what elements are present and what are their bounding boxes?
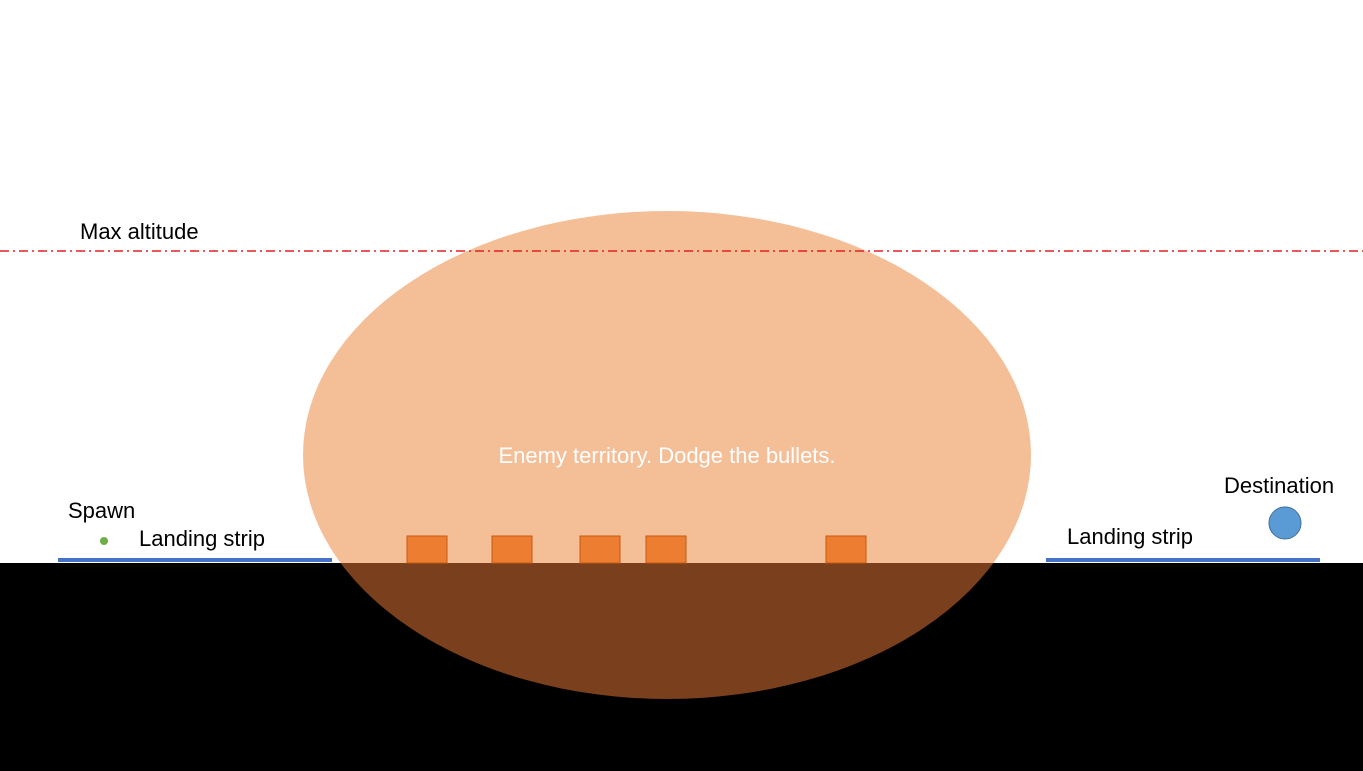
landing-strip-left [58,558,332,562]
landing-strip-right-label: Landing strip [1067,524,1193,549]
enemy-zone-upper [303,211,1031,563]
destination-icon [1268,506,1302,540]
turret [645,535,687,564]
destination-label: Destination [1224,473,1334,498]
landing-strip-right [1046,558,1320,562]
enemy-zone-lower [340,563,994,699]
turret [579,535,621,564]
spawn-point-icon [100,537,108,545]
landing-strip-left-label: Landing strip [139,526,265,551]
turrets [406,535,867,564]
spawn-label: Spawn [68,498,135,523]
turret [825,535,867,564]
turret [491,535,533,564]
max-altitude-label: Max altitude [80,219,199,244]
enemy-zone-label: Enemy territory. Dodge the bullets. [498,443,835,468]
turret [406,535,448,564]
